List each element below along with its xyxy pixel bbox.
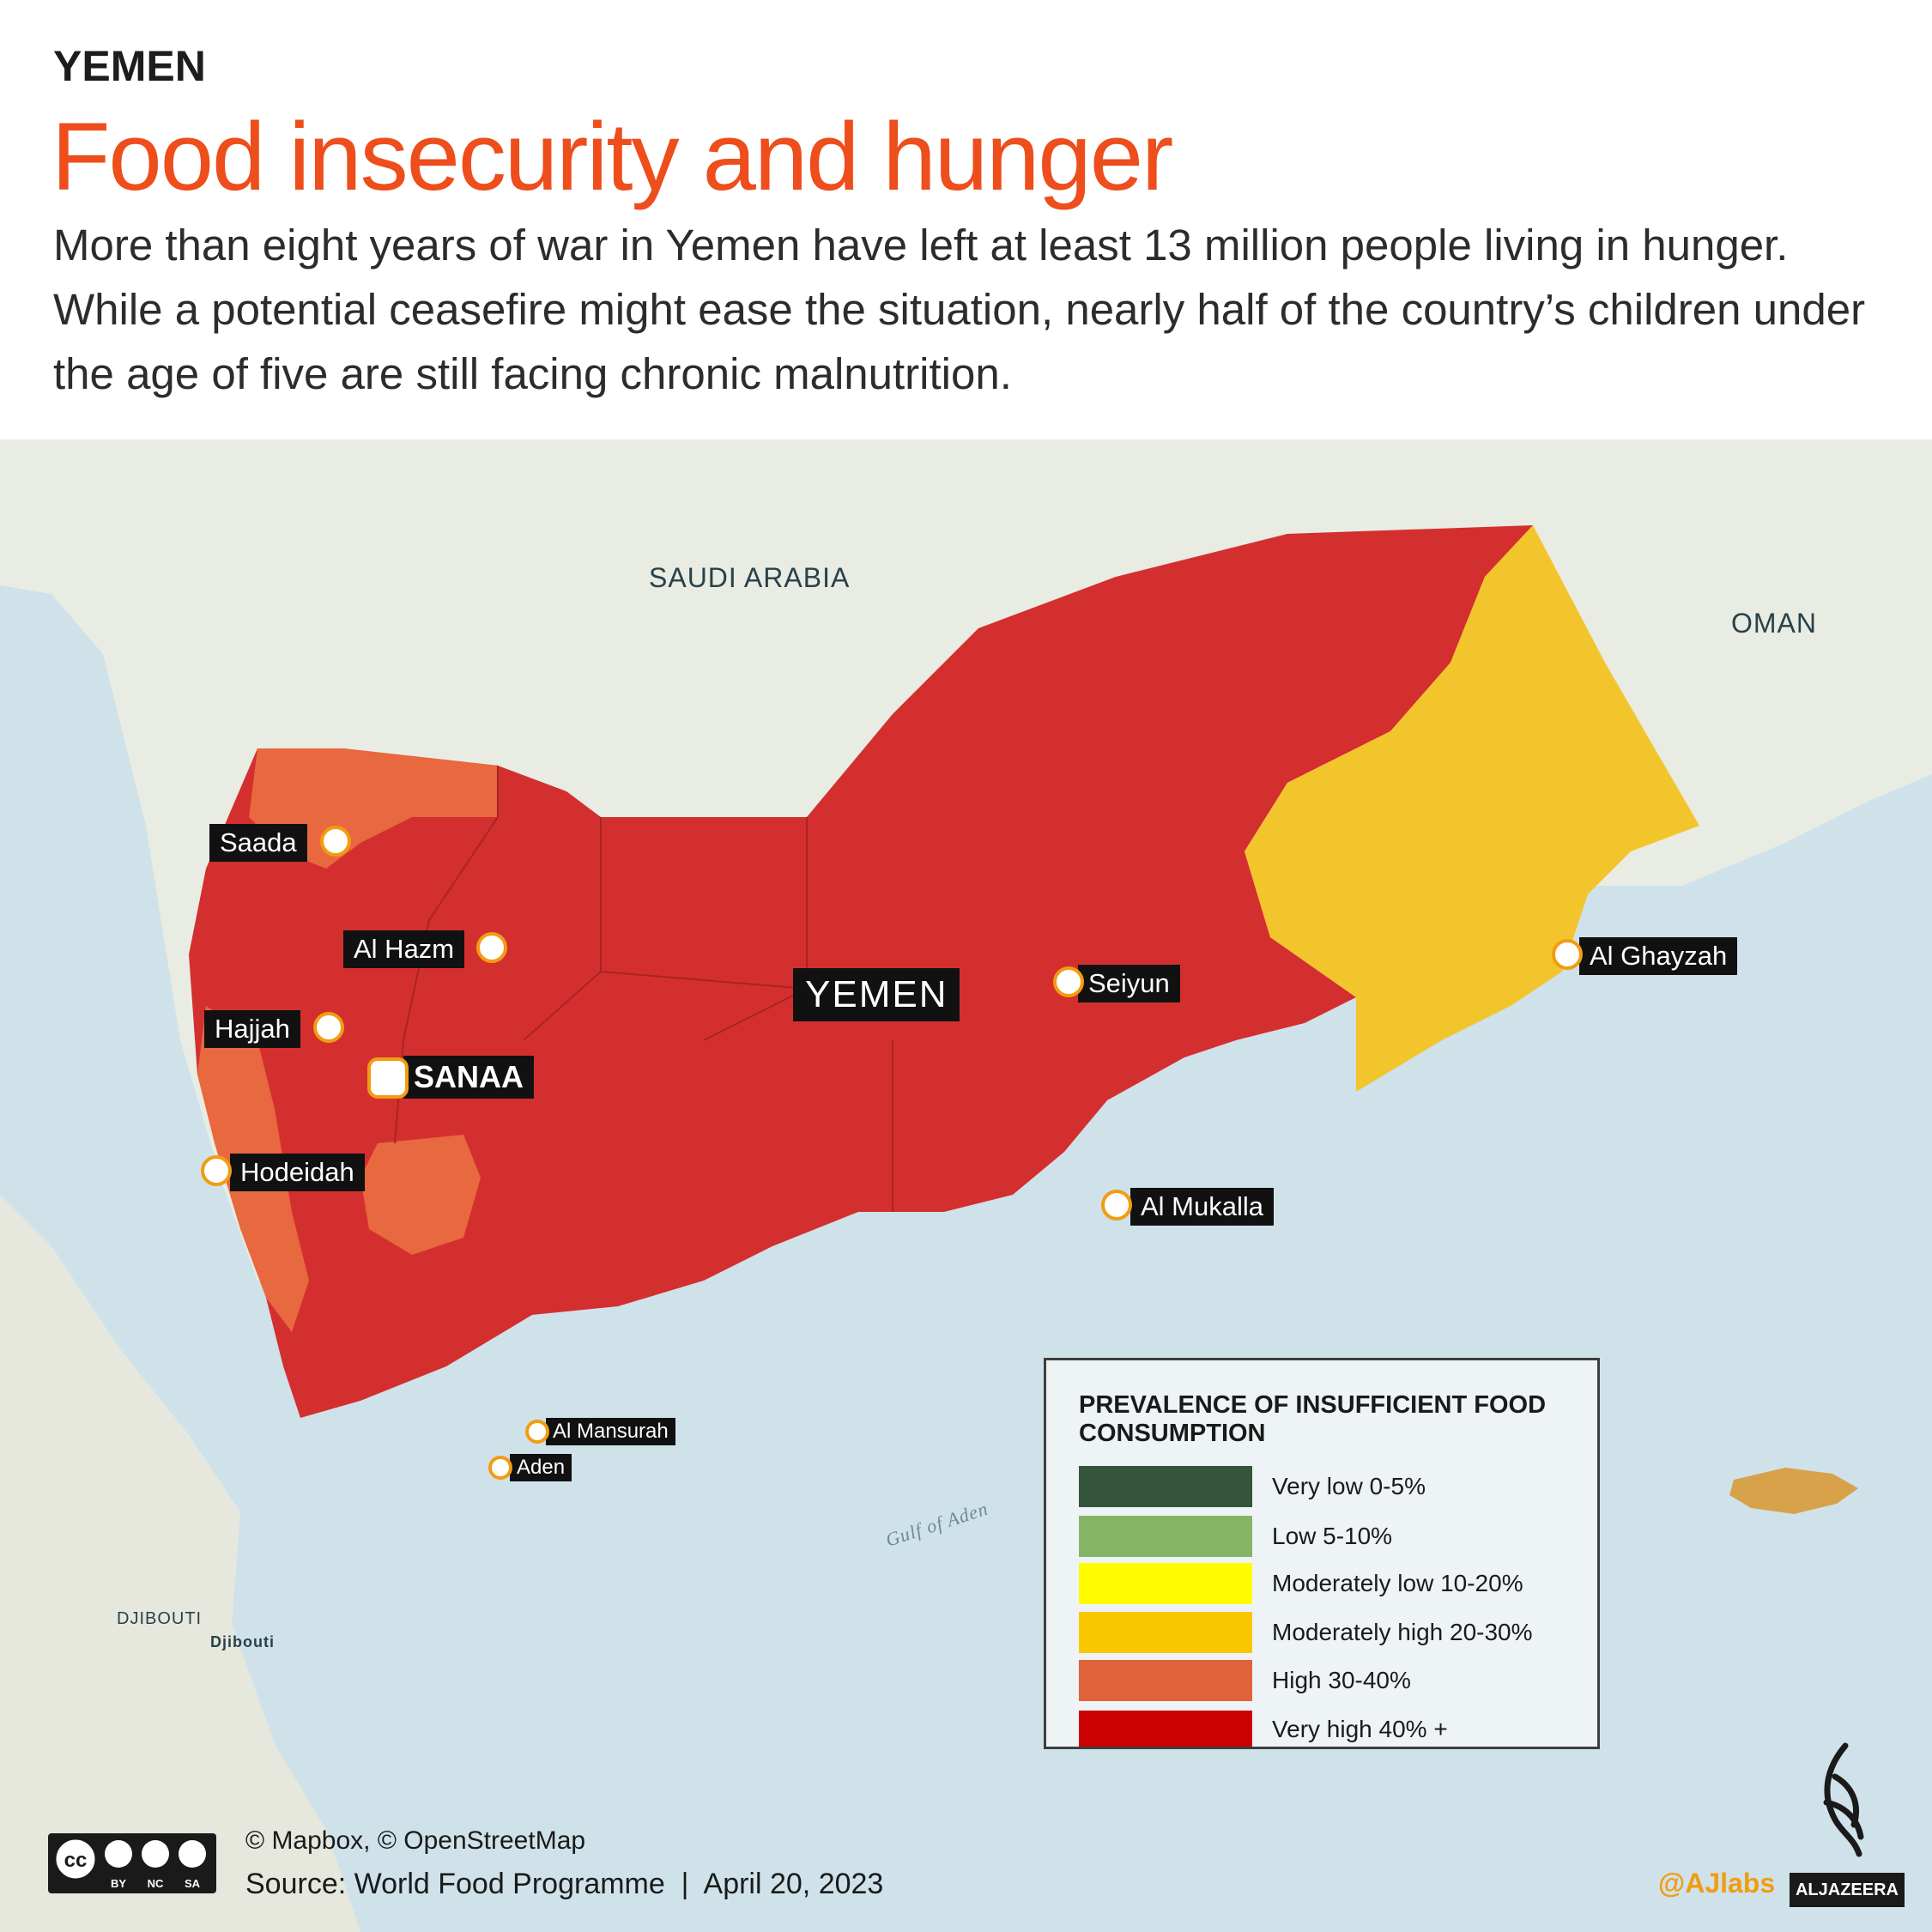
city-marker-hodeidah bbox=[201, 1155, 232, 1186]
legend-label: Low 5-10% bbox=[1272, 1523, 1393, 1549]
city-marker-al-mansurah bbox=[525, 1420, 549, 1444]
region-high-central bbox=[360, 1135, 481, 1255]
label-djibouti: DJIBOUTI bbox=[117, 1609, 202, 1628]
svg-text:BY: BY bbox=[111, 1877, 126, 1890]
legend-label: Very low 0-5% bbox=[1272, 1473, 1426, 1499]
city-label-hodeidah: Hodeidah bbox=[230, 1154, 365, 1191]
legend-item: Moderately low 10-20% bbox=[1079, 1563, 1585, 1606]
city-marker-al-hazm bbox=[476, 932, 507, 963]
city-marker-seiyun bbox=[1053, 966, 1084, 997]
legend-label: Very high 40% + bbox=[1272, 1716, 1448, 1742]
ajlabs-handle: @AJlabs bbox=[1658, 1868, 1776, 1899]
creative-commons-badge: cc BY NC SA bbox=[48, 1833, 216, 1893]
city-label-al-ghayzah: Al Ghayzah bbox=[1579, 937, 1738, 975]
label-oman: OMAN bbox=[1731, 608, 1817, 639]
city-marker-al-ghayzah bbox=[1552, 939, 1583, 970]
legend-label: High 30-40% bbox=[1272, 1667, 1411, 1693]
label-djibouti-city: Djibouti bbox=[210, 1633, 275, 1650]
label-saudi-arabia: SAUDI ARABIA bbox=[649, 562, 850, 593]
legend-item: Moderately high 20-30% bbox=[1079, 1612, 1585, 1655]
city-marker-hajjah bbox=[313, 1012, 344, 1043]
region-high-saada bbox=[249, 748, 498, 869]
legend-swatch bbox=[1079, 1516, 1252, 1557]
cc-icon: cc BY NC SA bbox=[53, 1837, 206, 1890]
capital-marker-sanaa bbox=[367, 1057, 409, 1099]
city-label-al-mansurah: Al Mansurah bbox=[546, 1418, 675, 1445]
legend-item: Very low 0-5% bbox=[1079, 1466, 1585, 1509]
aljazeera-brand: ALJAZEERA bbox=[1790, 1873, 1905, 1907]
capital-label-sanaa: SANAA bbox=[403, 1056, 535, 1099]
source-line: Source: World Food Programme | April 20,… bbox=[245, 1868, 884, 1900]
legend-swatch bbox=[1079, 1660, 1252, 1701]
socotra-island bbox=[1729, 1468, 1858, 1514]
legend-label: Moderately low 10-20% bbox=[1272, 1570, 1523, 1596]
page-title: Food insecurity and hunger bbox=[51, 103, 1173, 210]
city-label-al-hazm: Al Hazm bbox=[343, 930, 465, 968]
legend-swatch bbox=[1079, 1612, 1252, 1653]
legend-item: Low 5-10% bbox=[1079, 1516, 1585, 1559]
city-label-al-mukalla: Al Mukalla bbox=[1130, 1188, 1274, 1226]
city-marker-aden bbox=[488, 1456, 512, 1480]
svg-text:NC: NC bbox=[148, 1877, 164, 1890]
legend-item: High 30-40% bbox=[1079, 1660, 1585, 1703]
legend-label: Moderately high 20-30% bbox=[1272, 1619, 1533, 1645]
country-label-yemen: YEMEN bbox=[793, 968, 960, 1021]
city-label-seiyun: Seiyun bbox=[1078, 965, 1180, 1002]
header: YEMEN Food insecurity and hunger More th… bbox=[0, 0, 1932, 439]
legend-swatch bbox=[1079, 1466, 1252, 1507]
city-marker-saada bbox=[320, 826, 351, 857]
legend: PREVALENCE OF INSUFFICIENT FOOD CONSUMPT… bbox=[1044, 1358, 1600, 1749]
city-label-saada: Saada bbox=[209, 824, 307, 862]
aljazeera-logo-icon bbox=[1809, 1742, 1881, 1862]
city-label-aden: Aden bbox=[510, 1454, 572, 1481]
svg-text:cc: cc bbox=[64, 1849, 88, 1872]
african-landmass bbox=[0, 1195, 360, 1932]
city-label-hajjah: Hajjah bbox=[204, 1010, 300, 1048]
attribution: © Mapbox, © OpenStreetMap bbox=[245, 1826, 586, 1855]
legend-title: PREVALENCE OF INSUFFICIENT FOOD CONSUMPT… bbox=[1079, 1391, 1547, 1447]
legend-item: Very high 40% + bbox=[1079, 1711, 1585, 1752]
kicker: YEMEN bbox=[53, 42, 206, 90]
map: SAUDI ARABIA OMAN DJIBOUTI Djibouti Gulf… bbox=[0, 439, 1932, 1932]
svg-text:SA: SA bbox=[185, 1877, 201, 1890]
city-marker-al-mukalla bbox=[1101, 1190, 1132, 1220]
region-moderately-high bbox=[1245, 525, 1699, 1092]
legend-swatch bbox=[1079, 1563, 1252, 1604]
legend-swatch bbox=[1079, 1711, 1252, 1747]
subtitle: More than eight years of war in Yemen ha… bbox=[53, 221, 1866, 398]
